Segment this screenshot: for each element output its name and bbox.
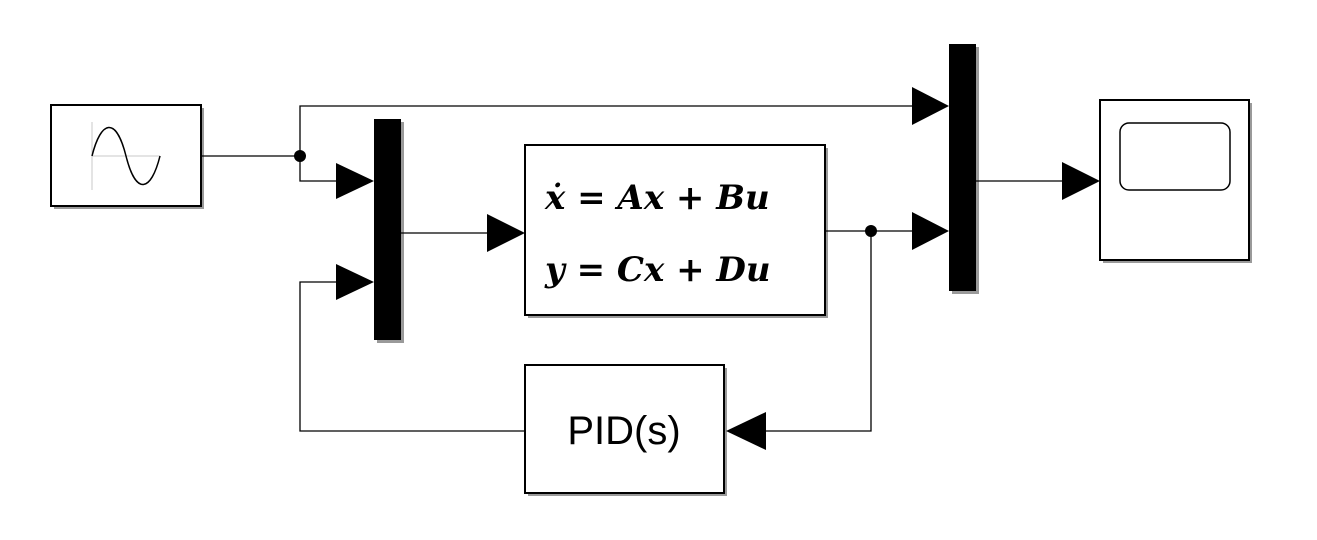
arrow-statespace-input	[487, 214, 525, 252]
scope-screen-icon	[1119, 122, 1231, 191]
sine-wave-block[interactable]	[50, 104, 204, 209]
branch-point-sine	[294, 150, 306, 162]
signal-line-pid-to-input-mux[interactable]	[299, 281, 525, 432]
signal-line-sine-to-output-mux[interactable]	[299, 105, 912, 156]
state-space-block[interactable]: ẋ = Ax + Bu y = Cx + Du	[524, 144, 828, 318]
scope-block[interactable]	[1099, 99, 1252, 263]
arrow-scope-input	[1062, 162, 1100, 200]
arrow-output-mux-port2	[912, 212, 949, 250]
pid-controller-block[interactable]: PID(s)	[524, 364, 727, 496]
sine-wave-icon	[91, 122, 161, 190]
arrow-pid-input	[726, 412, 766, 450]
signal-line-sine-to-input-mux[interactable]	[299, 156, 336, 182]
mux-output-block[interactable]	[949, 44, 979, 294]
state-equation: ẋ = Ax + Bu	[544, 178, 770, 218]
arrow-output-mux-port1	[912, 87, 949, 125]
mux-input-block[interactable]	[374, 119, 404, 343]
signal-line-y-to-pid[interactable]	[766, 231, 872, 432]
output-equation: y = Cx + Du	[544, 250, 771, 290]
arrow-input-mux-port2	[336, 264, 374, 300]
pid-label: PID(s)	[567, 409, 680, 453]
branch-point-output	[865, 225, 877, 237]
arrow-input-mux-port1	[336, 163, 374, 199]
